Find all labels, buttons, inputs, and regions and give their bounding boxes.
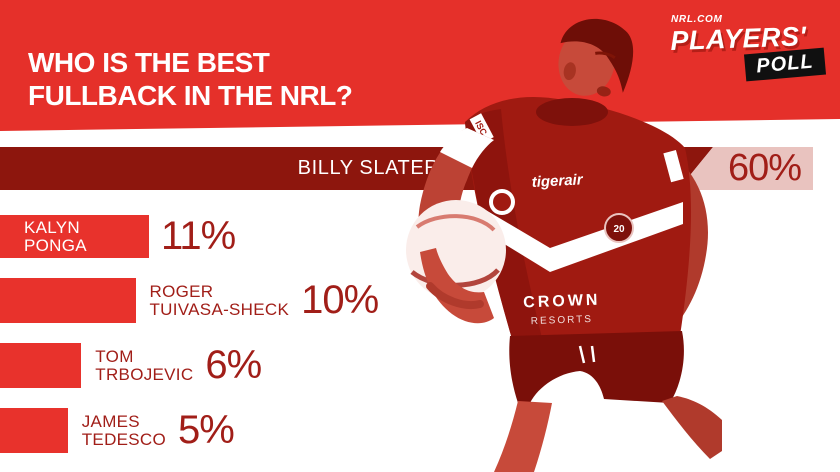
player-name-label: BILLY SLATER (297, 157, 440, 179)
player-name-label: ROGER TUIVASA-SHECK (149, 281, 290, 319)
jersey-chevron (462, 196, 683, 272)
jersey-badge (489, 189, 515, 215)
player-name-line: PONGA (24, 235, 87, 255)
result-bar-tom-trbojevic (0, 343, 82, 388)
poll-wordmark-box: POLL (743, 47, 827, 82)
svg-text:20: 20 (613, 224, 625, 235)
result-percentage: 11% (161, 214, 236, 258)
premiership-badge: 20 (604, 213, 634, 243)
player-shorts (509, 331, 684, 403)
player-name-label: JAMES TEDESCO (81, 411, 167, 449)
result-bar-kalyn-ponga: KALYN PONGA (0, 215, 150, 258)
player-hand (426, 282, 484, 309)
jersey-sponsor-lower: CROWN (523, 292, 601, 312)
football (406, 200, 506, 300)
player-forearm (420, 248, 494, 324)
player-jersey (465, 96, 692, 340)
result-percentage: 60% (727, 147, 802, 189)
result-bar-billy-slater: BILLY SLATER (0, 147, 713, 190)
player-name-line: KALYN (24, 217, 80, 237)
header-band (0, 0, 840, 131)
poll-result-row-roger-tuivasa-sheck: ROGER TUIVASA-SHECK 10% (0, 278, 379, 323)
poll-result-row-kalyn-ponga: KALYN PONGA 11% (0, 214, 236, 258)
poll-result-row-james-tedesco: JAMES TEDESCO 5% (0, 408, 235, 453)
result-percentage: 5% (178, 408, 235, 452)
result-bar-roger-tuivasa-sheck (0, 278, 136, 323)
result-percentage: 10% (301, 278, 379, 322)
player-back-leg (662, 396, 722, 459)
poll-result-row-billy-slater: BILLY SLATER 60% (0, 147, 840, 190)
player-name-label: TOM TRBOJEVIC (95, 346, 194, 384)
title-line-1: WHO IS THE BEST (28, 47, 270, 78)
poll-question-title: WHO IS THE BEST FULLBACK IN THE NRL? (28, 46, 353, 112)
result-percentage: 6% (205, 343, 262, 387)
nrl-players-poll-logo: NRL.COM PLAYERS' POLL (670, 14, 833, 86)
jersey-sponsor-lower2: RESORTS (531, 314, 594, 327)
player-front-leg (494, 401, 552, 472)
poll-result-row-tom-trbojevic: TOM TRBOJEVIC 6% (0, 343, 262, 388)
player-name-line: ROGER (149, 281, 214, 301)
title-line-2: FULLBACK IN THE NRL? (28, 80, 353, 111)
player-name-line: TOM (95, 346, 134, 366)
player-name-line: JAMES (81, 411, 140, 431)
player-name-line: TRBOJEVIC (95, 364, 194, 384)
nrl-com-wordmark: NRL.COM (671, 14, 723, 25)
player-name-line: TUIVASA-SHECK (149, 299, 290, 319)
player-name-line: TEDESCO (81, 429, 167, 449)
result-bar-james-tedesco (0, 408, 68, 453)
poll-wordmark: POLL (755, 50, 815, 78)
